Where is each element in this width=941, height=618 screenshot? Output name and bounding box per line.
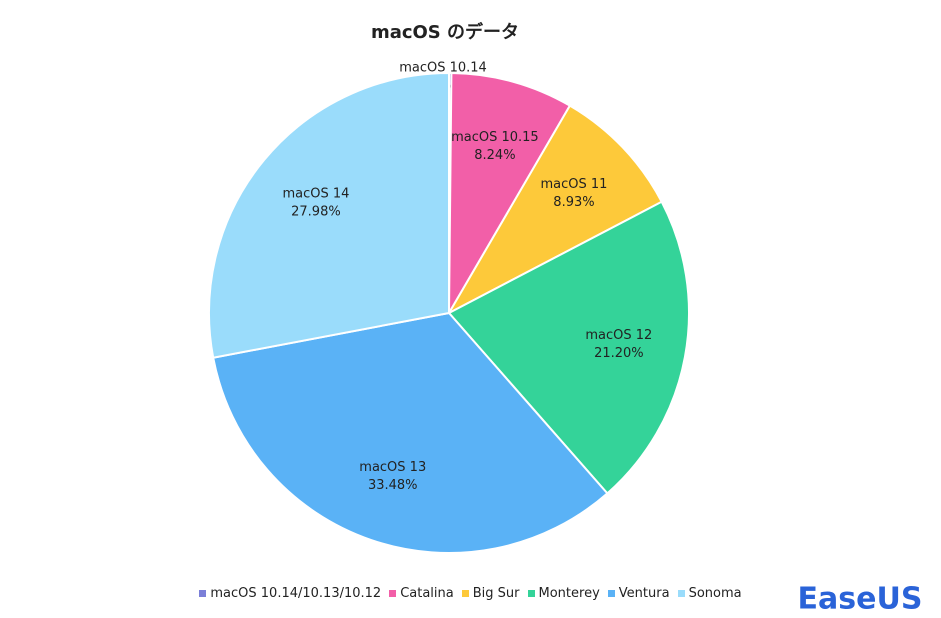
pie-slice (212, 311, 609, 554)
legend-item: Catalina (389, 586, 454, 601)
chart-title: macOS のデータ (371, 21, 519, 43)
pie-slice (447, 200, 690, 495)
legend-label: Monterey (538, 586, 600, 601)
slice-label: macOS 14 (282, 186, 349, 201)
legend-label: Ventura (618, 586, 670, 601)
legend-swatch (389, 590, 397, 597)
legend-swatch (677, 590, 685, 597)
legend-item: Monterey (527, 586, 600, 601)
slice-label: macOS 13 (359, 460, 426, 475)
legend-swatch (461, 590, 469, 597)
slice-label: macOS 12 (585, 328, 652, 343)
slice-value-label: 8.93% (553, 195, 594, 210)
legend-label: Sonoma (688, 586, 742, 601)
legend-swatch (199, 590, 207, 597)
legend: macOS 10.14/10.13/10.12 Catalina Big Sur Mo… (0, 586, 941, 601)
legend-label: macOS 10.14/10.13/10.12 (210, 586, 382, 601)
legend-item: Sonoma (677, 586, 742, 601)
pie-slice (208, 71, 450, 359)
pie-slice (446, 104, 664, 316)
legend-label: Big Sur (472, 586, 520, 601)
legend-item: macOS 10.14/10.13/10.12 (199, 586, 381, 601)
slice-label: macOS 11 (540, 177, 607, 192)
slice-label: macOS 10.14 (399, 61, 487, 76)
pie-slice (447, 72, 572, 317)
slice-value-label: 8.24% (474, 148, 515, 163)
slice-label: macOS 10.15 (451, 130, 539, 145)
legend-item: Ventura (607, 586, 670, 601)
legend-swatch (527, 590, 535, 597)
legend-label: Catalina (400, 586, 454, 601)
watermark: EaseUS (798, 582, 923, 617)
slice-value-label: 27.98% (291, 204, 341, 219)
legend-swatch (607, 590, 615, 597)
slice-value-label: 33.48% (368, 478, 418, 493)
legend-item: Big Sur (461, 586, 520, 601)
slice-value-label: 21.20% (594, 346, 644, 361)
